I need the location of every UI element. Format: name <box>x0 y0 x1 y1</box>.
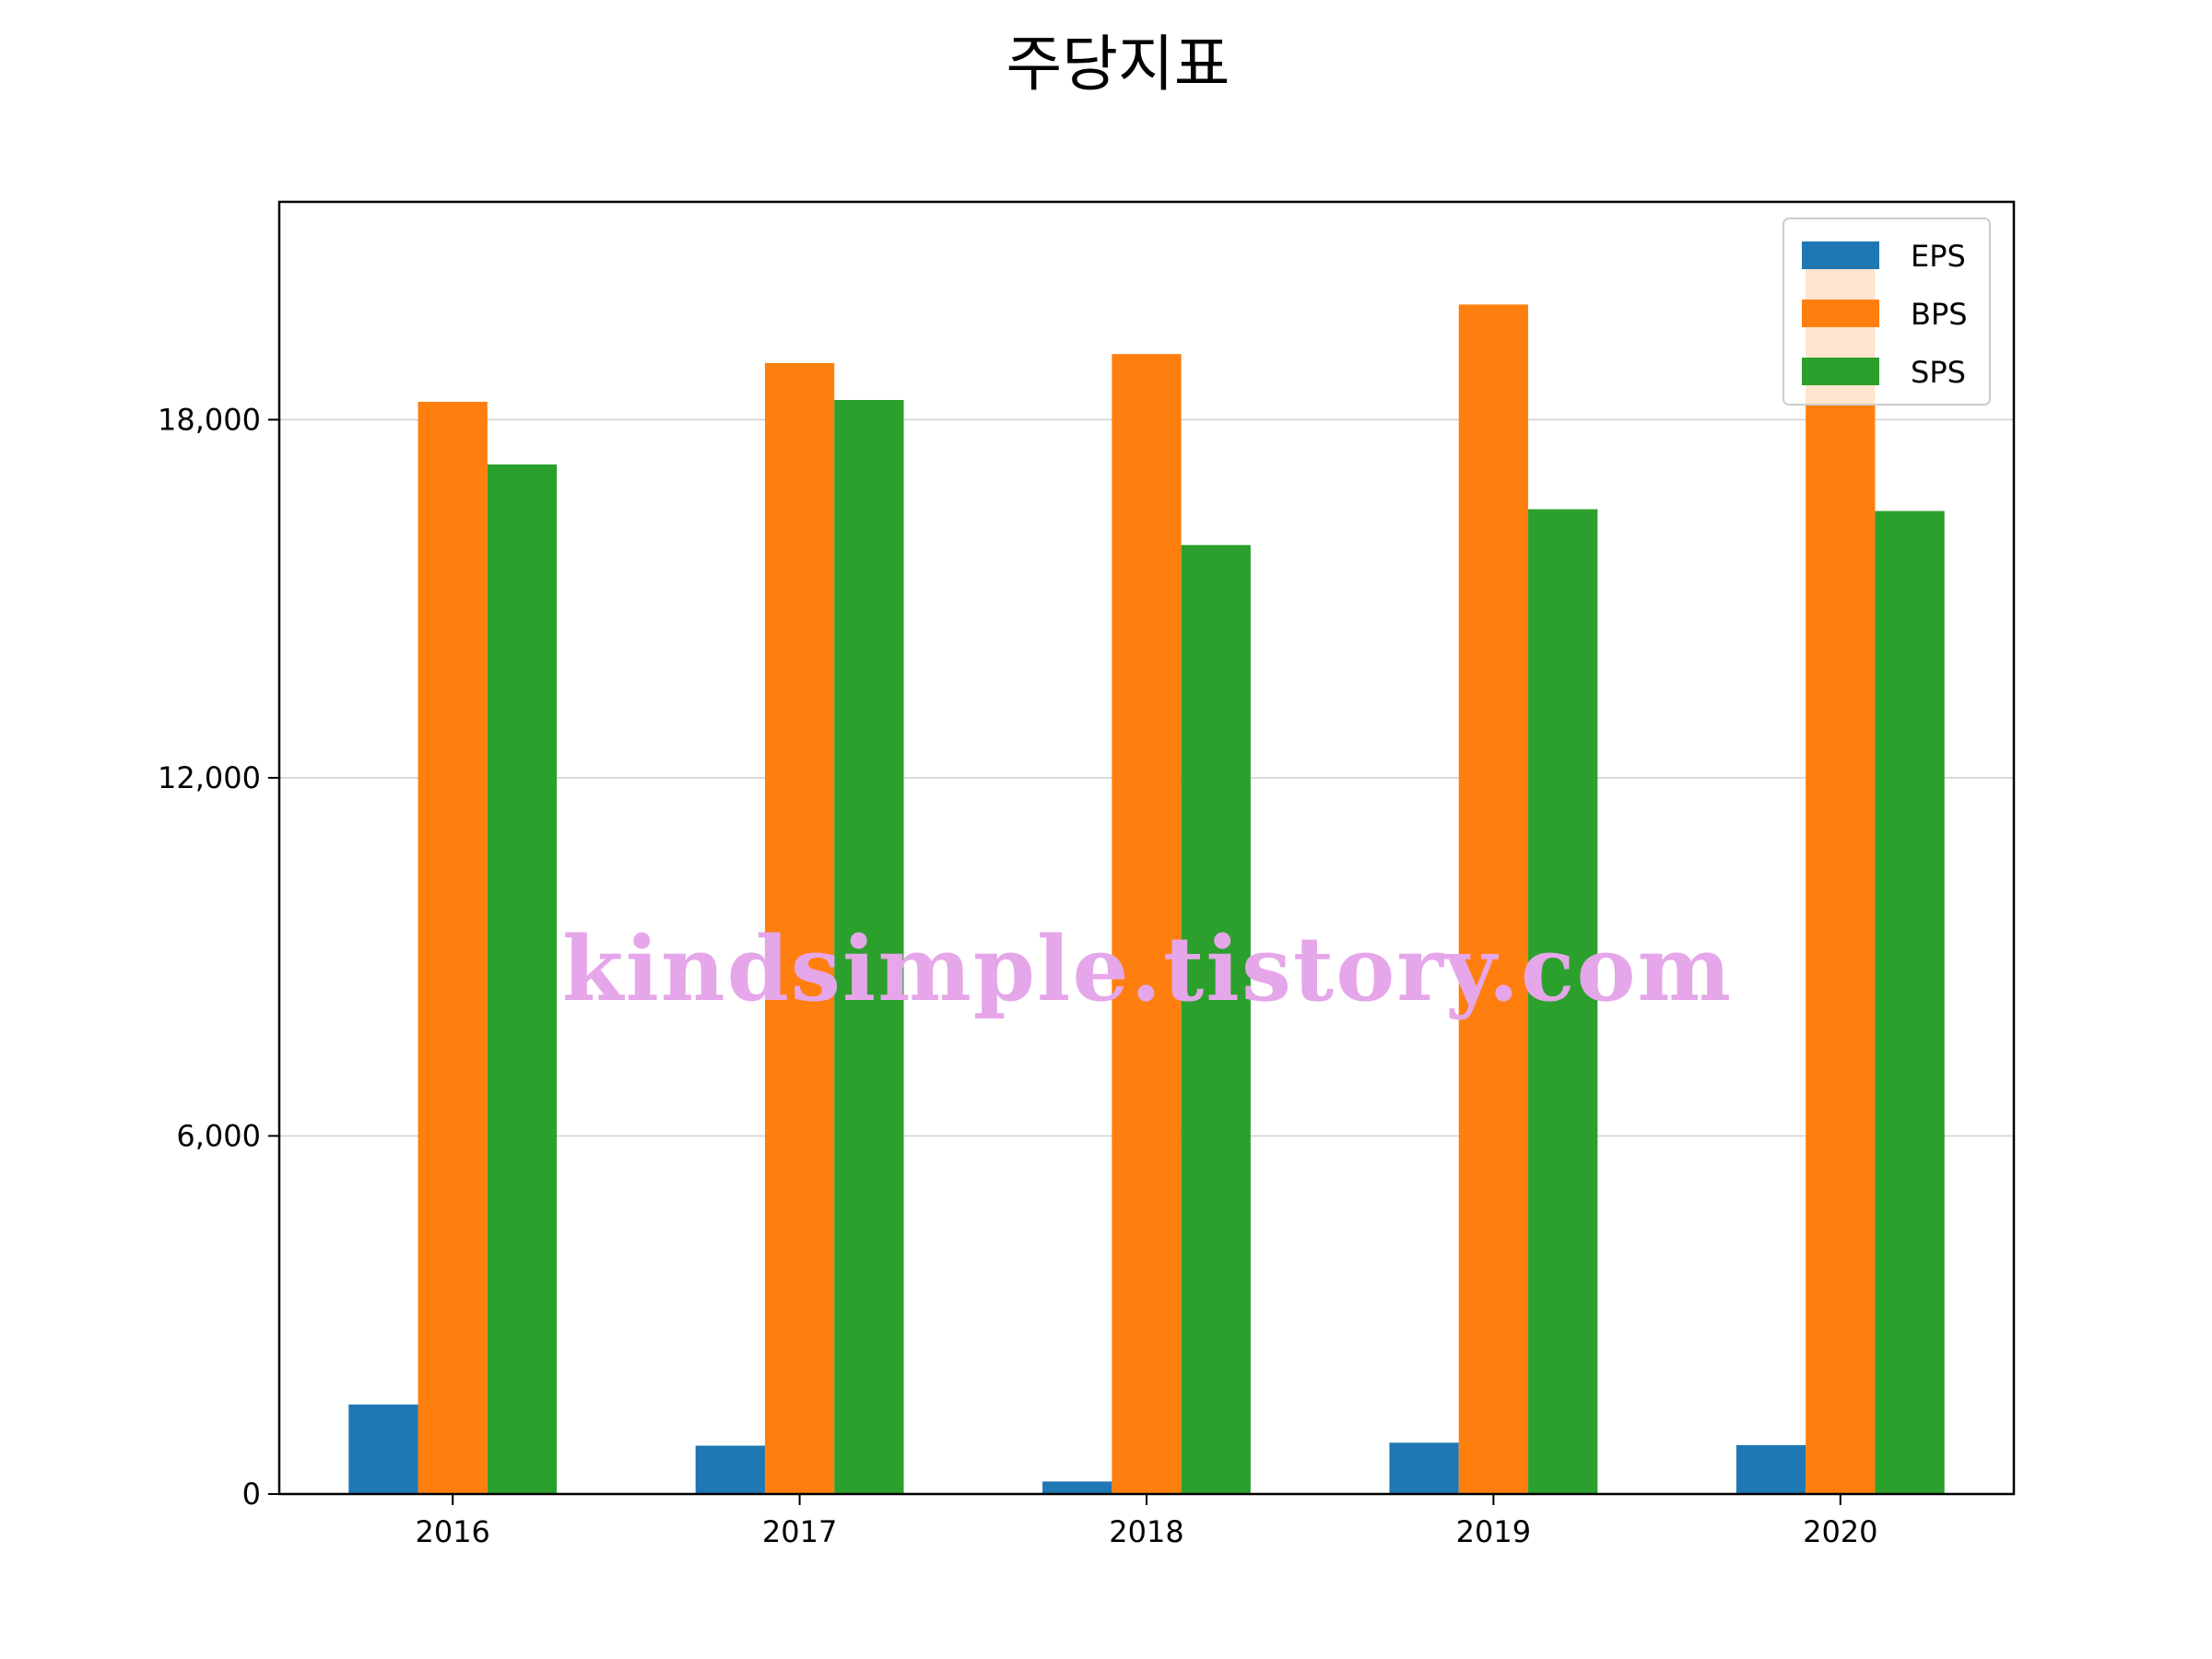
x-tick-label: 2018 <box>1109 1514 1183 1549</box>
bars <box>348 264 1945 1495</box>
y-tick-label: 12,000 <box>158 760 261 795</box>
legend-swatch-sps <box>1802 358 1879 385</box>
bar-eps-2017 <box>695 1445 765 1494</box>
x-tick-label: 2016 <box>415 1514 489 1549</box>
legend-label-bps: BPS <box>1911 297 1968 332</box>
bar-bps-2017 <box>764 362 835 1495</box>
x-tick-label: 2017 <box>762 1514 837 1549</box>
legend: EPS BPS SPS <box>1783 218 1991 406</box>
bar-bps-2018 <box>1112 354 1182 1495</box>
legend-label-sps: SPS <box>1911 355 1966 390</box>
bar-bps-2020 <box>1806 264 1876 1495</box>
y-tick-label: 6,000 <box>176 1118 261 1153</box>
bar-eps-2016 <box>348 1404 418 1494</box>
bar-bps-2016 <box>418 401 488 1495</box>
x-axis: 2016 2017 2018 2019 2020 <box>415 1494 1878 1549</box>
bar-eps-2020 <box>1735 1444 1806 1494</box>
bar-sps-2018 <box>1181 545 1251 1494</box>
legend-label-eps: EPS <box>1911 239 1966 274</box>
y-tick-label: 0 <box>242 1477 261 1512</box>
bar-sps-2019 <box>1528 509 1598 1494</box>
chart-title: 주당지표 <box>1006 29 1230 100</box>
y-axis: 0 6,000 12,000 18,000 <box>158 402 279 1512</box>
x-tick-label: 2020 <box>1803 1514 1877 1549</box>
watermark-text: kindsimple.tistory.com <box>562 917 1733 1021</box>
legend-swatch-bps <box>1802 300 1879 327</box>
legend-swatch-eps <box>1802 241 1879 269</box>
bar-eps-2019 <box>1389 1442 1459 1494</box>
bar-eps-2018 <box>1042 1481 1112 1494</box>
y-tick-label: 18,000 <box>158 402 261 437</box>
bar-bps-2019 <box>1458 304 1529 1494</box>
bar-sps-2016 <box>487 464 558 1495</box>
bar-sps-2017 <box>834 399 904 1495</box>
bar-sps-2020 <box>1875 511 1945 1495</box>
x-tick-label: 2019 <box>1456 1514 1531 1549</box>
